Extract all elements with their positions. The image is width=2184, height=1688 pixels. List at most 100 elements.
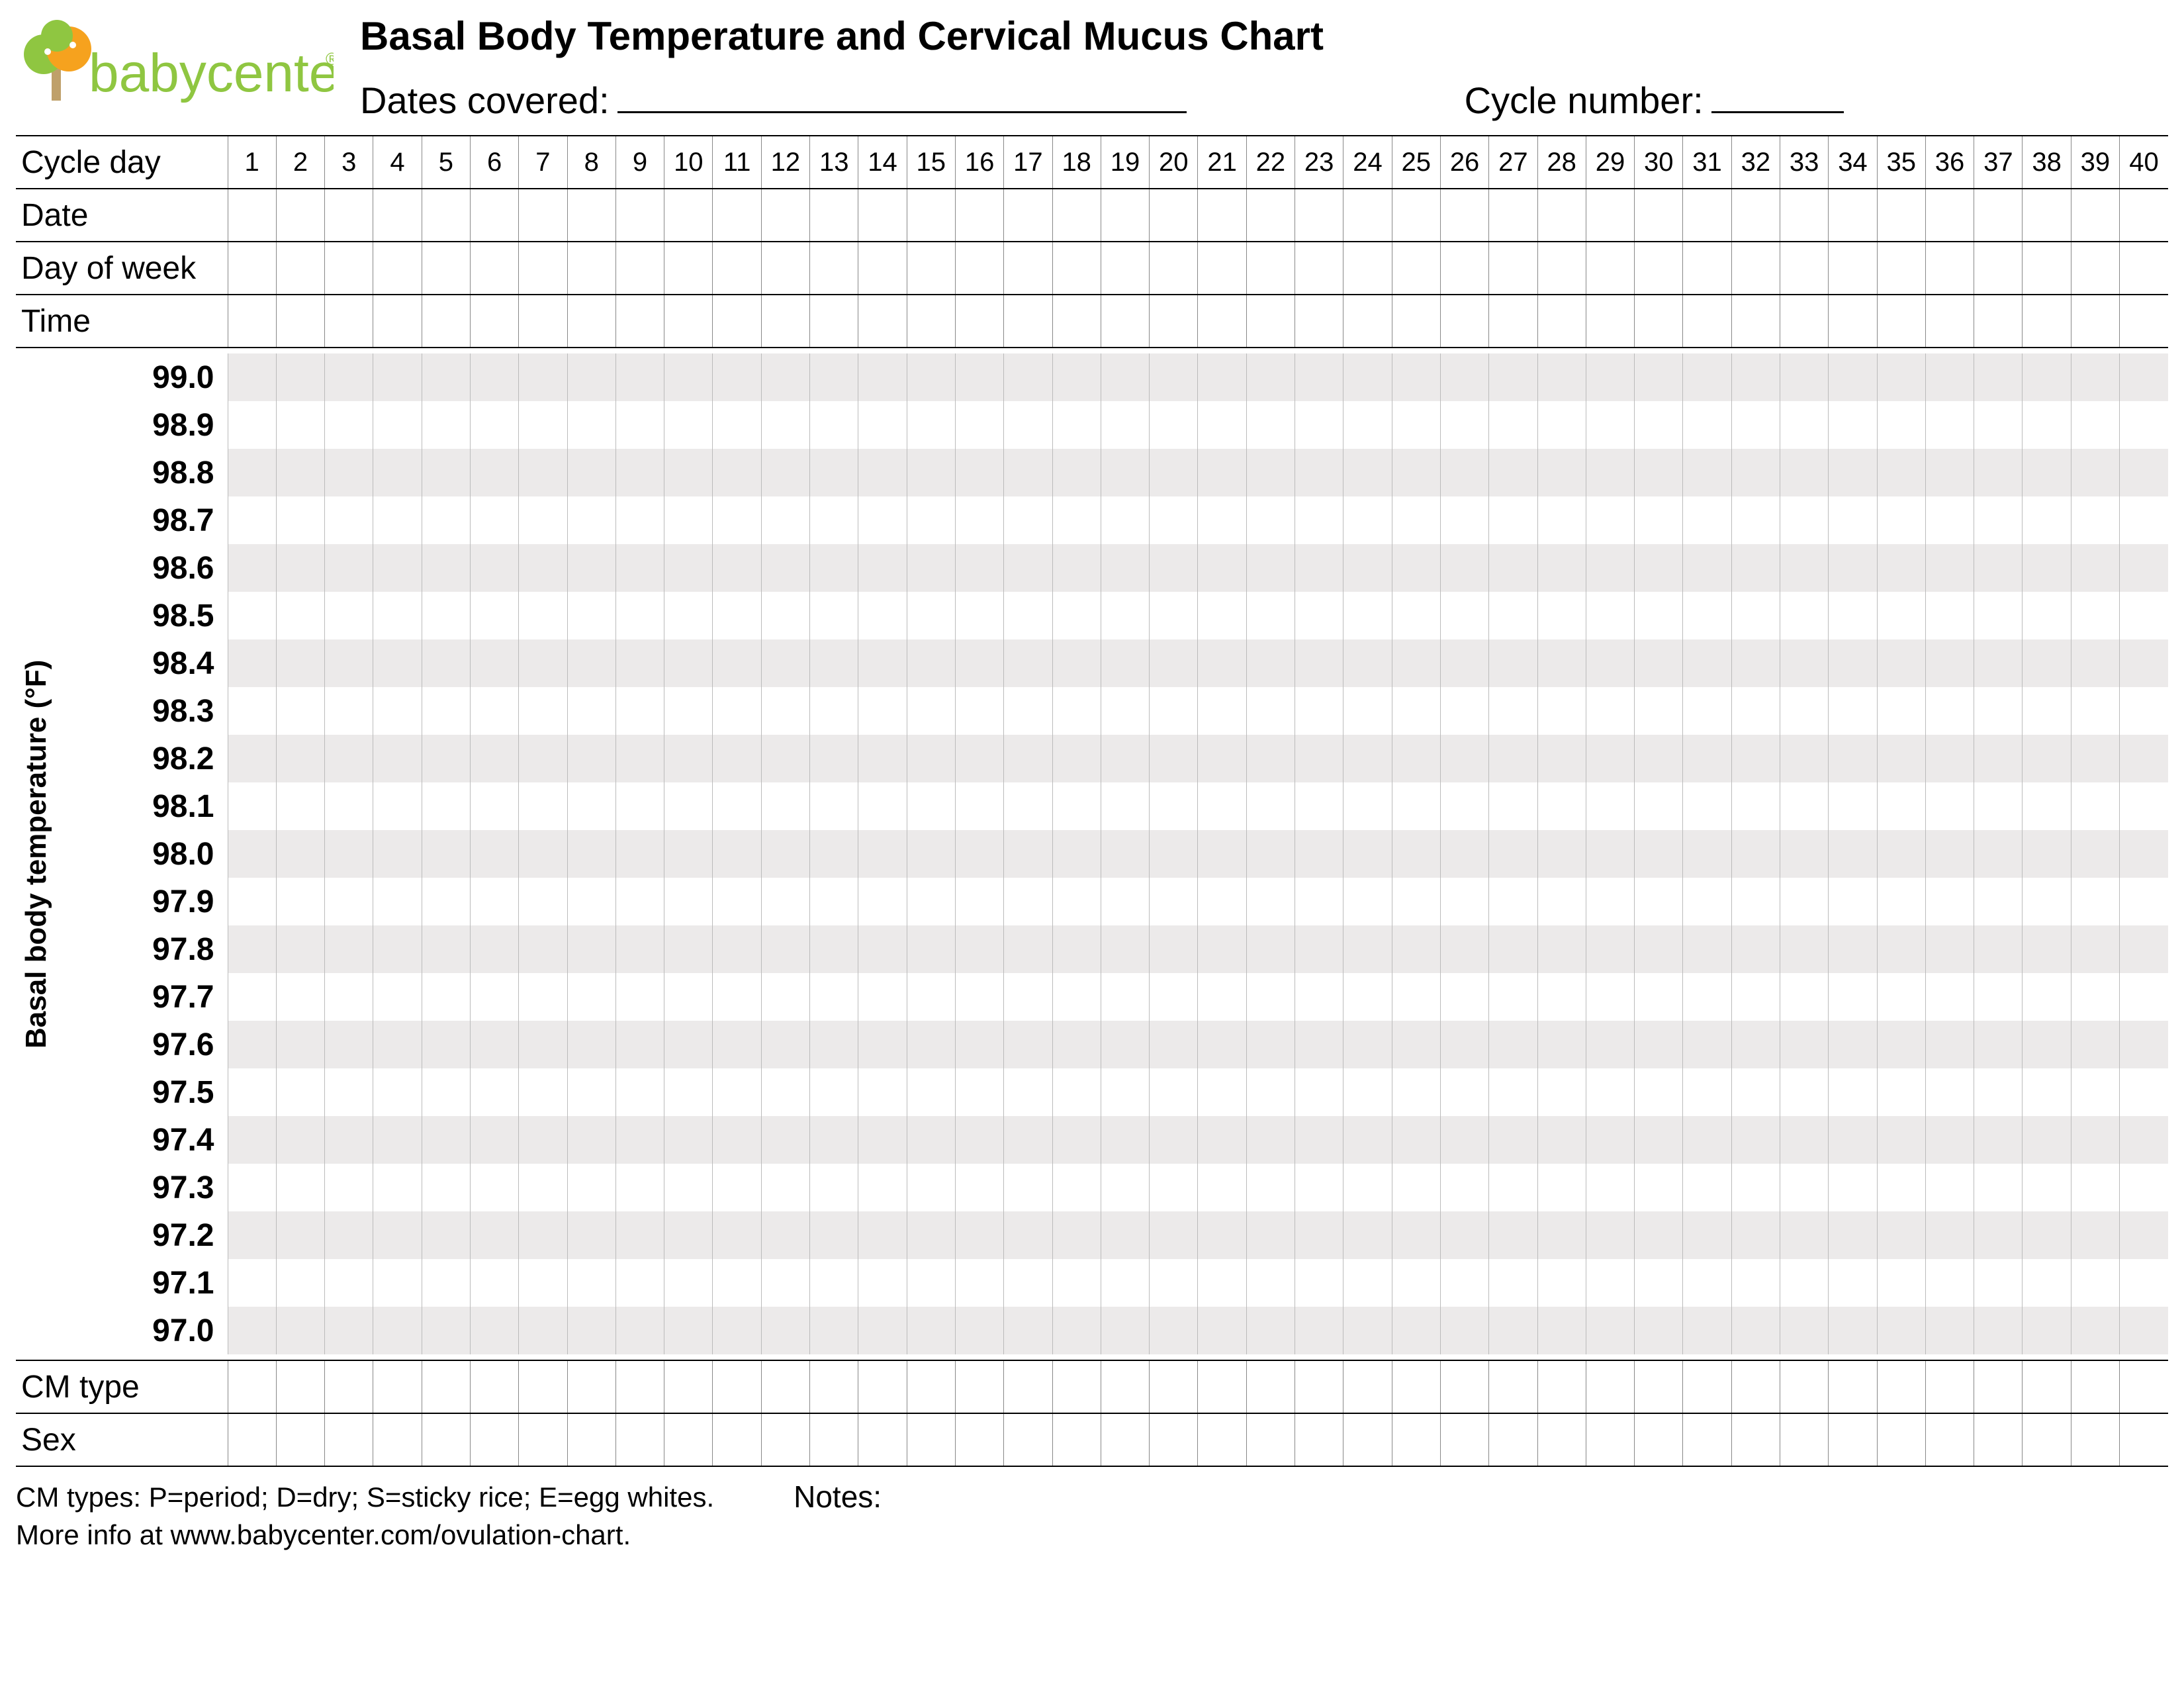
temp-cell[interactable] bbox=[2071, 1068, 2119, 1116]
cm_type-cell[interactable] bbox=[2023, 1360, 2071, 1413]
temp-cell[interactable] bbox=[1489, 973, 1537, 1021]
temp-cell[interactable] bbox=[955, 687, 1003, 735]
sex-cell[interactable] bbox=[615, 1413, 664, 1466]
time-cell[interactable] bbox=[519, 295, 567, 348]
dow-cell[interactable] bbox=[1440, 242, 1488, 295]
temp-cell[interactable] bbox=[1586, 544, 1634, 592]
temp-cell[interactable] bbox=[761, 401, 809, 449]
temp-cell[interactable] bbox=[1925, 353, 1974, 401]
temp-cell[interactable] bbox=[1295, 1068, 1343, 1116]
dow-cell[interactable] bbox=[1198, 242, 1246, 295]
time-cell[interactable] bbox=[1150, 295, 1198, 348]
temp-cell[interactable] bbox=[1004, 830, 1052, 878]
temp-cell[interactable] bbox=[810, 496, 858, 544]
temp-cell[interactable] bbox=[1925, 639, 1974, 687]
temp-cell[interactable] bbox=[858, 782, 907, 830]
temp-cell[interactable] bbox=[325, 1116, 373, 1164]
time-cell[interactable] bbox=[567, 295, 615, 348]
date-cell[interactable] bbox=[519, 189, 567, 242]
temp-cell[interactable] bbox=[1343, 1259, 1392, 1307]
temp-cell[interactable] bbox=[1052, 401, 1101, 449]
temp-cell[interactable] bbox=[373, 925, 422, 973]
temp-cell[interactable] bbox=[1731, 1307, 1780, 1354]
cm_type-cell[interactable] bbox=[2071, 1360, 2119, 1413]
cm_type-cell[interactable] bbox=[955, 1360, 1003, 1413]
temp-cell[interactable] bbox=[1343, 449, 1392, 496]
temp-cell[interactable] bbox=[1150, 592, 1198, 639]
temp-cell[interactable] bbox=[1877, 496, 1925, 544]
temp-cell[interactable] bbox=[228, 1164, 276, 1211]
temp-cell[interactable] bbox=[1295, 735, 1343, 782]
temp-cell[interactable] bbox=[1829, 1211, 1877, 1259]
temp-cell[interactable] bbox=[1925, 1211, 1974, 1259]
temp-cell[interactable] bbox=[276, 544, 324, 592]
temp-cell[interactable] bbox=[1586, 1259, 1634, 1307]
temp-cell[interactable] bbox=[1198, 1307, 1246, 1354]
temp-cell[interactable] bbox=[422, 687, 470, 735]
temp-cell[interactable] bbox=[1343, 973, 1392, 1021]
temp-cell[interactable] bbox=[1392, 1307, 1440, 1354]
cm_type-cell[interactable] bbox=[907, 1360, 955, 1413]
temp-cell[interactable] bbox=[228, 973, 276, 1021]
cm_type-cell[interactable] bbox=[1780, 1360, 1829, 1413]
temp-cell[interactable] bbox=[1198, 401, 1246, 449]
sex-cell[interactable] bbox=[1829, 1413, 1877, 1466]
temp-cell[interactable] bbox=[1780, 496, 1829, 544]
temp-cell[interactable] bbox=[955, 1068, 1003, 1116]
dow-cell[interactable] bbox=[1780, 242, 1829, 295]
temp-cell[interactable] bbox=[955, 401, 1003, 449]
temp-cell[interactable] bbox=[519, 878, 567, 925]
temp-cell[interactable] bbox=[1440, 782, 1488, 830]
temp-cell[interactable] bbox=[325, 973, 373, 1021]
sex-cell[interactable] bbox=[1004, 1413, 1052, 1466]
temp-cell[interactable] bbox=[470, 687, 518, 735]
temp-cell[interactable] bbox=[761, 1068, 809, 1116]
temp-cell[interactable] bbox=[1537, 878, 1586, 925]
cm_type-cell[interactable] bbox=[325, 1360, 373, 1413]
temp-cell[interactable] bbox=[1731, 830, 1780, 878]
temp-cell[interactable] bbox=[1586, 1211, 1634, 1259]
temp-cell[interactable] bbox=[1246, 1259, 1295, 1307]
temp-cell[interactable] bbox=[907, 1068, 955, 1116]
temp-cell[interactable] bbox=[1198, 544, 1246, 592]
temp-cell[interactable] bbox=[1635, 1259, 1683, 1307]
sex-cell[interactable] bbox=[1537, 1413, 1586, 1466]
temp-cell[interactable] bbox=[325, 496, 373, 544]
temp-cell[interactable] bbox=[1052, 830, 1101, 878]
temp-cell[interactable] bbox=[907, 592, 955, 639]
time-cell[interactable] bbox=[713, 295, 761, 348]
temp-cell[interactable] bbox=[1246, 1307, 1295, 1354]
temp-cell[interactable] bbox=[1731, 1164, 1780, 1211]
temp-cell[interactable] bbox=[2023, 1021, 2071, 1068]
temp-cell[interactable] bbox=[567, 1164, 615, 1211]
cm_type-cell[interactable] bbox=[1635, 1360, 1683, 1413]
temp-cell[interactable] bbox=[1635, 592, 1683, 639]
temp-cell[interactable] bbox=[761, 687, 809, 735]
temp-cell[interactable] bbox=[2071, 830, 2119, 878]
temp-cell[interactable] bbox=[422, 782, 470, 830]
dow-cell[interactable] bbox=[1731, 242, 1780, 295]
temp-cell[interactable] bbox=[955, 878, 1003, 925]
date-cell[interactable] bbox=[1343, 189, 1392, 242]
temp-cell[interactable] bbox=[422, 925, 470, 973]
temp-cell[interactable] bbox=[1586, 687, 1634, 735]
temp-cell[interactable] bbox=[615, 1021, 664, 1068]
temp-cell[interactable] bbox=[1392, 1164, 1440, 1211]
temp-cell[interactable] bbox=[1537, 925, 1586, 973]
temp-cell[interactable] bbox=[1731, 544, 1780, 592]
temp-cell[interactable] bbox=[1537, 496, 1586, 544]
temp-cell[interactable] bbox=[955, 782, 1003, 830]
temp-cell[interactable] bbox=[325, 1021, 373, 1068]
temp-cell[interactable] bbox=[1052, 1307, 1101, 1354]
temp-cell[interactable] bbox=[907, 401, 955, 449]
temp-cell[interactable] bbox=[1683, 973, 1731, 1021]
temp-cell[interactable] bbox=[1925, 687, 1974, 735]
date-cell[interactable] bbox=[228, 189, 276, 242]
temp-cell[interactable] bbox=[1198, 592, 1246, 639]
temp-cell[interactable] bbox=[519, 353, 567, 401]
dow-cell[interactable] bbox=[1635, 242, 1683, 295]
temp-cell[interactable] bbox=[567, 1021, 615, 1068]
temp-cell[interactable] bbox=[1877, 1307, 1925, 1354]
temp-cell[interactable] bbox=[1150, 925, 1198, 973]
temp-cell[interactable] bbox=[1246, 1116, 1295, 1164]
